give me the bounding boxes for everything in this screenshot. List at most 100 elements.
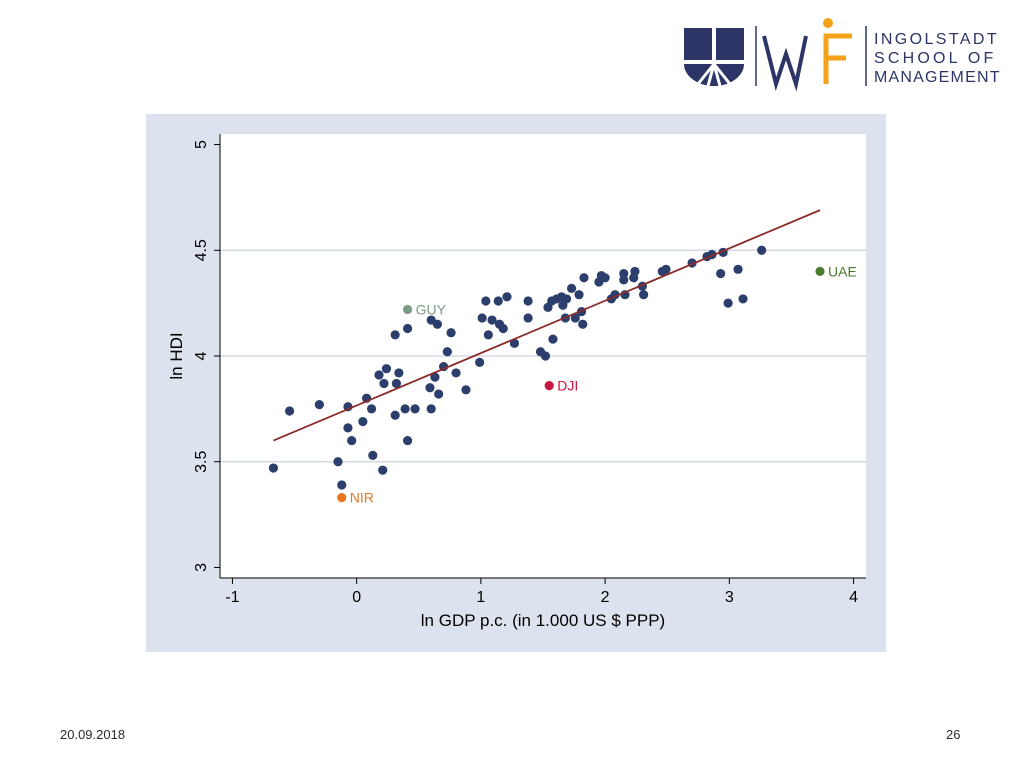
data-point (426, 404, 436, 414)
data-point (374, 370, 384, 380)
y-tick-label: 4.5 (193, 239, 210, 261)
data-point (578, 319, 588, 329)
data-point (379, 378, 389, 389)
monogram-w (762, 35, 808, 92)
x-tick-label: 2 (601, 589, 610, 606)
data-point (284, 406, 295, 416)
point-label: DJI (557, 378, 578, 394)
data-point (630, 266, 640, 277)
y-tick-label: 5 (193, 140, 210, 149)
shield-emblem (684, 28, 744, 87)
data-point (562, 294, 572, 304)
data-point (366, 404, 377, 414)
labeled-point (544, 381, 554, 391)
data-point (368, 450, 378, 460)
data-point (333, 457, 343, 467)
data-point (268, 463, 279, 473)
data-point (733, 264, 743, 274)
logo-text-line-3: MANAGEMENT (874, 69, 1000, 86)
data-point (430, 372, 440, 382)
data-point (378, 465, 388, 475)
point-label: NIR (350, 490, 374, 506)
data-point (619, 268, 629, 279)
logo-text-line-2: SCHOOL OF (874, 50, 996, 67)
y-tick-label: 3.5 (193, 450, 210, 472)
data-point (391, 378, 402, 389)
school-logo: INGOLSTADT SCHOOL OF MANAGEMENT (684, 18, 1000, 92)
data-point (432, 319, 443, 329)
labeled-points: GUY UAE DJI NIR (337, 263, 857, 506)
data-point (358, 416, 368, 427)
data-point (347, 435, 357, 446)
monogram-f (823, 33, 852, 84)
logo-text-line-1: INGOLSTADT (874, 31, 999, 48)
y-tick-label: 3 (193, 563, 210, 572)
data-point (738, 294, 748, 304)
data-point (390, 330, 400, 340)
data-point (570, 313, 580, 323)
x-axis-label: ln GDP p.c. (in 1.000 US $ PPP) (421, 611, 665, 630)
data-point (402, 323, 413, 334)
x-tick-label: 0 (352, 589, 361, 606)
data-point (475, 357, 485, 367)
data-point (442, 347, 452, 357)
data-point (481, 296, 491, 306)
x-tick-label: -1 (225, 589, 239, 606)
data-point (757, 245, 767, 255)
data-point (540, 351, 551, 361)
y-tick-label: 4 (193, 351, 210, 360)
data-point (410, 404, 420, 414)
data-point (509, 338, 520, 348)
footer-date: 20.09.2018 (60, 727, 126, 742)
data-point (523, 296, 533, 306)
data-point (498, 323, 508, 334)
data-point (493, 296, 503, 306)
labeled-point (815, 266, 825, 277)
shield-right-half (716, 28, 744, 60)
x-tick-label: 1 (476, 589, 485, 606)
data-point (523, 313, 533, 323)
y-axis-label: ln HDI (167, 332, 186, 379)
data-point (381, 364, 392, 374)
x-tick-label: 4 (849, 589, 858, 606)
point-label: GUY (416, 301, 447, 317)
data-point (566, 283, 577, 293)
data-point (483, 330, 493, 340)
data-point (337, 480, 347, 490)
shield-rays (696, 63, 732, 87)
data-point (619, 275, 629, 285)
data-point (402, 435, 413, 446)
wf-monogram (762, 18, 852, 92)
data-point (548, 334, 558, 344)
data-point (487, 315, 497, 325)
data-point (477, 313, 487, 323)
data-point (661, 264, 671, 274)
data-point (343, 423, 353, 433)
data-point (716, 268, 726, 279)
data-point (600, 273, 610, 283)
data-point (425, 383, 435, 393)
point-label: UAE (828, 263, 857, 279)
labeled-point (402, 304, 413, 315)
data-point (461, 385, 471, 395)
labeled-point (337, 493, 347, 503)
fit-line (273, 209, 821, 442)
data-point (434, 389, 444, 399)
data-points (268, 245, 767, 490)
data-point (502, 292, 512, 302)
x-tick-label: 3 (725, 589, 734, 606)
data-point (446, 328, 456, 338)
page-number: 26 (946, 727, 961, 742)
chart-panel: -1 0 1 2 3 4 3 3.5 4 4.5 5 GUY UAE DJI NIR ln GDP p.c… (146, 114, 886, 652)
data-point (400, 404, 410, 414)
data-point (314, 400, 324, 410)
scatter-chart: -1 0 1 2 3 4 3 3.5 4 4.5 5 GUY UAE DJI NIR ln GDP p.c… (167, 134, 866, 630)
data-point (723, 298, 733, 308)
data-point (579, 273, 589, 283)
monogram-dot (823, 18, 833, 28)
data-point (451, 368, 461, 378)
data-point (639, 290, 649, 300)
data-point (574, 290, 584, 300)
shield-left-half (684, 28, 712, 60)
data-point (394, 368, 404, 378)
